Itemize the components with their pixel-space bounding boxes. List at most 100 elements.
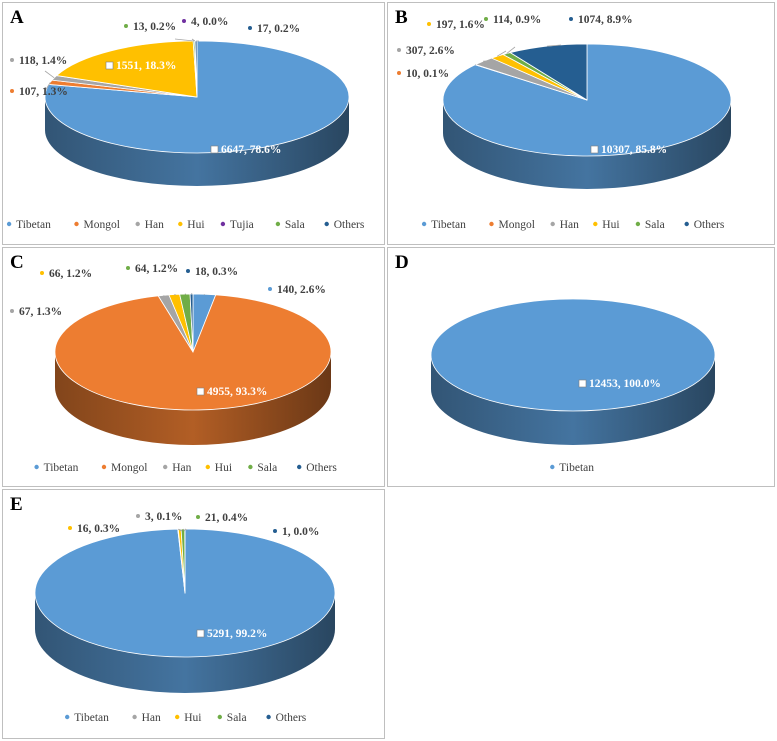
data-label-a-others: 17, 0.2% bbox=[257, 23, 300, 35]
legend-marker-a-others bbox=[324, 221, 329, 227]
legend-marker-c-sala bbox=[248, 464, 253, 470]
data-label-c-tibetan: 140, 2.6% bbox=[277, 284, 326, 296]
data-label-e-others: 1, 0.0% bbox=[282, 526, 319, 538]
legend-marker-e-tibetan bbox=[65, 714, 70, 720]
data-label-c-mongol: 4955, 93.3% bbox=[207, 386, 267, 398]
legend-marker-a-han bbox=[135, 221, 140, 227]
pie-slice-d-tibetan bbox=[430, 298, 716, 412]
legend-marker-b-sala bbox=[635, 221, 641, 227]
legend-label-e-others: Others bbox=[276, 712, 307, 724]
pie-side-a-tibetan bbox=[45, 97, 349, 186]
data-label-a-sala: 13, 0.2% bbox=[133, 21, 176, 33]
data-label-e-han: 3, 0.1% bbox=[145, 511, 182, 523]
legend-label-c-han: Han bbox=[172, 462, 191, 474]
pie-side-e-tibetan bbox=[35, 593, 335, 693]
data-label-key-c-hui bbox=[40, 271, 44, 275]
data-label-key-a-mongol bbox=[10, 89, 14, 93]
legend-label-a-mongol: Mongol bbox=[84, 219, 120, 231]
data-label-b-han: 307, 2.6% bbox=[406, 45, 455, 57]
legend-marker-a-tujia bbox=[220, 221, 226, 227]
data-label-a-mongol: 107, 1.3% bbox=[19, 86, 68, 98]
legend-marker-b-mongol bbox=[489, 221, 494, 227]
data-label-key-c-sala bbox=[126, 266, 130, 270]
data-label-d-tibetan: 12453, 100.0% bbox=[589, 378, 661, 390]
data-label-a-hui: 1551, 18.3% bbox=[116, 60, 176, 72]
panel-label-e: E bbox=[10, 494, 23, 515]
legend-marker-b-han bbox=[550, 221, 555, 227]
panel-label-a: A bbox=[10, 7, 24, 28]
pie-chart-c: 140, 2.6% 4955, 93.3% 67, 1.3% 66, 1.2% 64, … bbox=[10, 252, 337, 474]
legend-marker-d-tibetan bbox=[550, 464, 555, 470]
data-label-key-b-mongol bbox=[397, 71, 401, 75]
data-label-key-e-han bbox=[136, 514, 140, 518]
pie-slice-a-hui bbox=[56, 40, 198, 98]
data-label-e-sala: 21, 0.4% bbox=[205, 512, 248, 524]
leader-line-a-mongol bbox=[44, 82, 51, 92]
legend-label-c-sala: Sala bbox=[257, 462, 277, 474]
legend-marker-e-sala bbox=[217, 714, 222, 720]
data-label-a-tibetan: 6647, 78.6% bbox=[221, 144, 281, 156]
data-label-key-c-tibetan bbox=[268, 287, 272, 291]
legend-label-b-hui: Hui bbox=[602, 219, 619, 231]
legend-marker-a-sala bbox=[275, 221, 281, 227]
data-label-key-a-others bbox=[248, 26, 252, 30]
legend-marker-b-hui bbox=[593, 221, 598, 227]
pie-chart-d: 12453, 100.0% D Tibetan bbox=[395, 252, 716, 474]
legend-label-e-hui: Hui bbox=[184, 712, 201, 724]
legend-marker-c-tibetan bbox=[34, 464, 39, 470]
data-label-key-a-hui bbox=[105, 61, 114, 70]
pie-chart-a: 6647, 78.6% 107, 1.3% 118, 1.4% 1551, 18.3%… bbox=[6, 7, 365, 231]
legend-label-e-sala: Sala bbox=[227, 712, 247, 724]
legend-marker-e-others bbox=[266, 714, 271, 720]
panel-label-c: C bbox=[10, 252, 24, 273]
pie-slice-c-others bbox=[189, 293, 194, 353]
legend-label-b-han: Han bbox=[560, 219, 579, 231]
chart-panel-a: 6647, 78.6% 107, 1.3% 118, 1.4% 1551, 18.3%… bbox=[2, 2, 385, 245]
data-label-key-e-hui bbox=[68, 526, 72, 530]
legend-marker-c-han bbox=[163, 464, 168, 470]
data-label-key-e-tibetan bbox=[196, 629, 205, 638]
data-label-key-b-tibetan bbox=[590, 145, 599, 154]
pie-slice-b-tibetan bbox=[442, 43, 732, 157]
data-label-key-b-others bbox=[569, 17, 573, 21]
leader-line-a-sala bbox=[174, 38, 194, 42]
legend-label-a-sala: Sala bbox=[285, 219, 305, 231]
leader-line-e-sala bbox=[182, 528, 186, 532]
data-label-e-hui: 16, 0.3% bbox=[77, 523, 120, 535]
legend-marker-e-hui bbox=[175, 714, 180, 720]
leader-line-e-hui bbox=[179, 528, 182, 532]
leader-line-b-hui bbox=[497, 50, 507, 57]
pie-side-c-mongol bbox=[55, 352, 331, 445]
data-label-key-a-han bbox=[10, 58, 14, 62]
legend-marker-a-tibetan bbox=[6, 221, 12, 227]
legend-label-b-others: Others bbox=[694, 219, 725, 231]
legend-label-c-mongol: Mongol bbox=[111, 462, 147, 474]
data-label-key-c-mongol bbox=[196, 387, 205, 396]
chart-panel-d: 12453, 100.0% D Tibetan bbox=[387, 247, 775, 487]
leader-line-b-sala bbox=[506, 46, 516, 54]
legend-label-b-tibetan: Tibetan bbox=[431, 219, 466, 231]
legend-label-a-others: Others bbox=[334, 219, 365, 231]
data-label-c-han: 67, 1.3% bbox=[19, 306, 62, 318]
data-label-a-tujia: 4, 0.0% bbox=[191, 16, 228, 28]
data-label-e-tibetan: 5291, 99.2% bbox=[207, 628, 267, 640]
legend-label-b-mongol: Mongol bbox=[499, 219, 535, 231]
legend-label-e-han: Han bbox=[142, 712, 161, 724]
chart-panel-b: 10307, 85.8% 10, 0.1% 307, 2.6% 197, 1.6% 11… bbox=[387, 2, 775, 245]
data-label-key-a-tibetan bbox=[210, 145, 219, 154]
data-label-key-a-tujia bbox=[182, 19, 186, 23]
data-label-c-hui: 66, 1.2% bbox=[49, 268, 92, 280]
data-label-b-mongol: 10, 0.1% bbox=[406, 68, 449, 80]
legend-marker-c-mongol bbox=[101, 464, 107, 470]
pie-chart-e: 5291, 99.2% 3, 0.1% 16, 0.3% 21, 0.4% 1, 0.0… bbox=[10, 494, 336, 724]
data-label-b-hui: 197, 1.6% bbox=[436, 19, 485, 31]
data-label-b-others: 1074, 8.9% bbox=[578, 14, 633, 26]
leader-line-b-others bbox=[547, 44, 562, 47]
leader-line-a-tujia bbox=[191, 38, 196, 42]
data-label-key-a-sala bbox=[124, 24, 128, 28]
legend-label-a-tibetan: Tibetan bbox=[16, 219, 51, 231]
legend-label-a-han: Han bbox=[145, 219, 164, 231]
pie-side-d-tibetan bbox=[431, 355, 715, 445]
data-label-key-b-hui bbox=[427, 22, 431, 26]
pie-chart-b: 10307, 85.8% 10, 0.1% 307, 2.6% 197, 1.6% 11… bbox=[395, 7, 732, 231]
